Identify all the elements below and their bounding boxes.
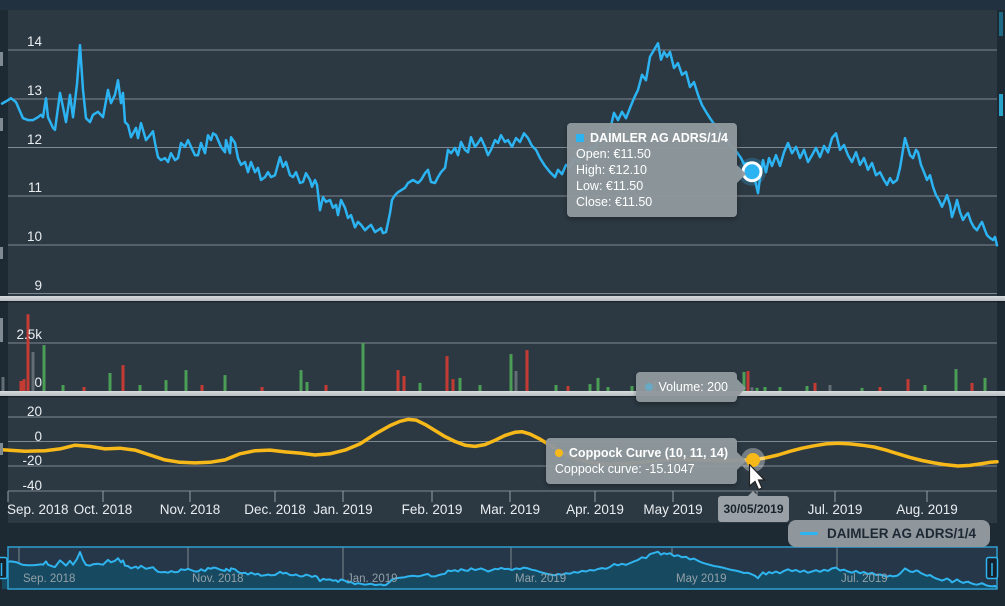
tooltip-callout-arrow bbox=[737, 165, 746, 183]
coppock-tooltip-title: Coppock Curve (10, 11, 14) bbox=[554, 445, 728, 461]
tooltip-callout-arrow bbox=[737, 452, 746, 470]
price-tooltip-low: Low: €11.50 bbox=[576, 179, 644, 193]
series-marker-icon bbox=[576, 134, 585, 142]
price-tooltip-close: Close: €11.50 bbox=[576, 195, 653, 209]
price-tooltip-open: Open: €11.50 bbox=[576, 147, 651, 161]
edge-grip bbox=[0, 118, 3, 131]
legend-item-daimler[interactable]: DAIMLER AG ADRS/1/4 bbox=[787, 520, 990, 547]
coppock-marker-icon bbox=[554, 449, 563, 457]
volume-marker-icon bbox=[644, 383, 653, 391]
price-tooltip: DAIMLER AG ADRS/1/4 Open: €11.50 High: €… bbox=[567, 123, 746, 217]
edge-grip bbox=[0, 443, 3, 455]
edge-grip bbox=[0, 52, 3, 66]
pane-separator[interactable] bbox=[0, 391, 1005, 396]
coppock-hover-marker[interactable] bbox=[746, 453, 760, 468]
pane-separator[interactable] bbox=[0, 296, 1005, 301]
volume-tooltip-text: Volume: 200 bbox=[644, 379, 728, 395]
price-tooltip-title: DAIMLER AG ADRS/1/4 bbox=[576, 130, 728, 146]
coppock-tooltip: Coppock Curve (10, 11, 14) Coppock curve… bbox=[545, 438, 746, 484]
legend-label: DAIMLER AG ADRS/1/4 bbox=[826, 526, 976, 541]
price-tooltip-high: High: €12.10 bbox=[576, 163, 647, 177]
coppock-tooltip-value: Coppock curve: -15.1047 bbox=[554, 462, 695, 476]
scrollbar-segment[interactable] bbox=[999, 12, 1003, 36]
tooltip-callout-arrow bbox=[737, 379, 746, 397]
crosshair-date-label: 30/05/2019 bbox=[718, 491, 789, 522]
legend-line-icon bbox=[799, 532, 818, 535]
mouse-cursor-icon bbox=[748, 464, 766, 491]
edge-grip bbox=[0, 247, 3, 259]
top-band bbox=[0, 0, 1005, 10]
edge-grip bbox=[0, 318, 3, 342]
volume-tooltip: Volume: 200 bbox=[635, 372, 746, 402]
scrollbar-segment[interactable] bbox=[999, 94, 1003, 116]
